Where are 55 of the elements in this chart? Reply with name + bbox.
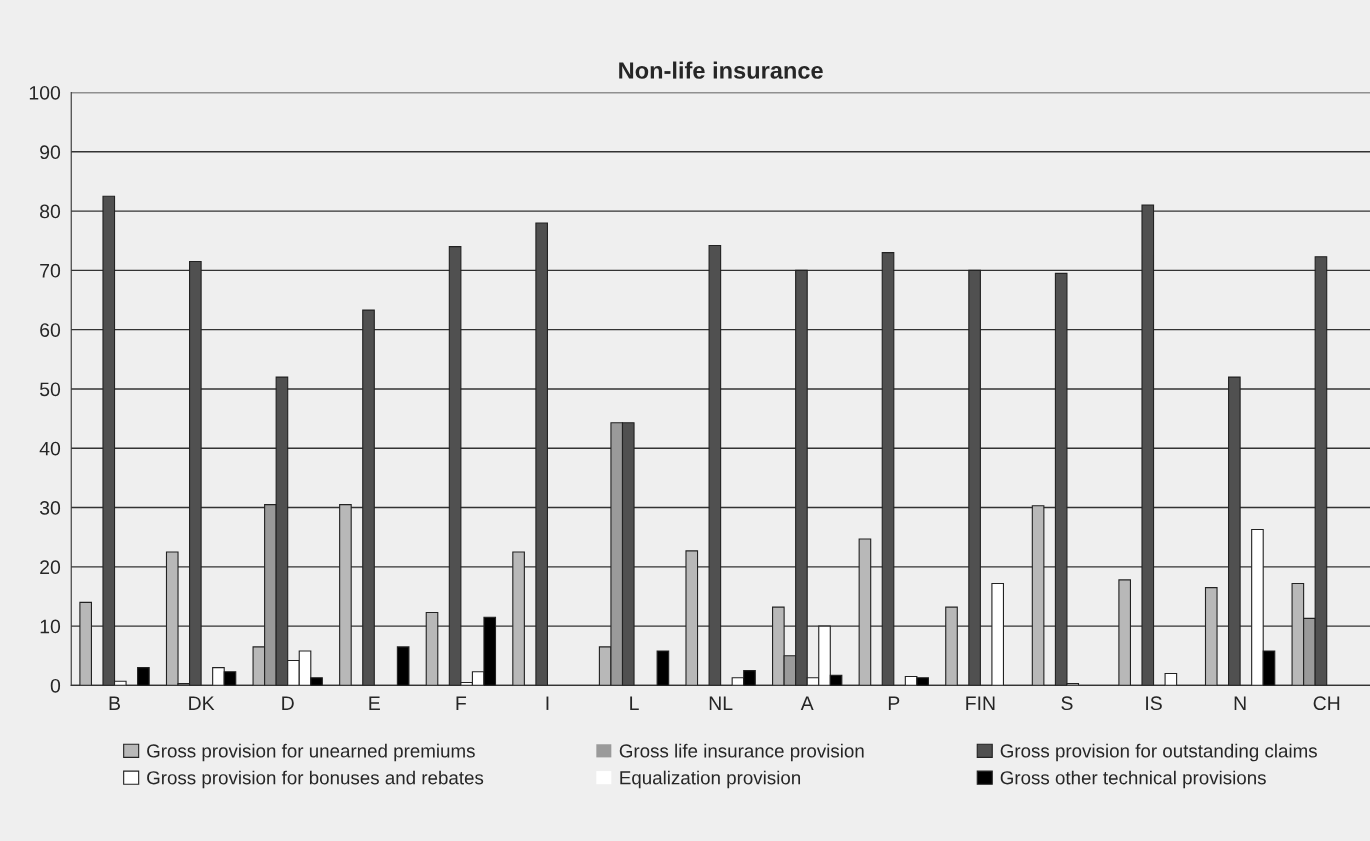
bar: [991, 582, 1005, 686]
x-tick-label: CH: [1313, 696, 1340, 711]
bar: [512, 551, 525, 686]
x-tick-label: IS: [1146, 696, 1162, 711]
y-tick-label: 80: [40, 204, 61, 219]
x-tick-label: N: [1234, 696, 1246, 710]
y-tick-label: 70: [40, 263, 61, 278]
bar: [425, 611, 439, 686]
bar: [362, 309, 375, 686]
x-tick-label: S: [1061, 696, 1073, 711]
bar: [535, 222, 549, 686]
bar: [1031, 505, 1045, 686]
bar: [945, 606, 958, 686]
y-tick-label: 100: [29, 85, 61, 100]
bar: [137, 667, 150, 686]
bar: [708, 244, 722, 686]
legend-label: Gross provision for outstanding claims: [1000, 743, 1317, 762]
y-tick-label: 60: [40, 323, 61, 337]
bar: [685, 550, 699, 686]
bar: [1204, 587, 1218, 686]
legend-label: Equalization provision: [620, 770, 801, 789]
legend-label: Gross other technical provisions: [1000, 770, 1266, 789]
x-tick-label: FIN: [966, 696, 995, 710]
y-tick-label: 90: [40, 145, 61, 160]
x-tick-label: D: [282, 696, 294, 710]
bar: [1118, 579, 1132, 686]
chart-title: Non-life insurance: [619, 61, 823, 79]
x-tick-label: E: [369, 696, 380, 710]
bar: [1228, 376, 1241, 686]
bar: [1141, 204, 1155, 686]
x-tick-label: DK: [189, 696, 215, 710]
legend-label: Gross provision for bonuses and rebates: [147, 770, 484, 789]
x-tick-label: NL: [709, 696, 733, 710]
bar: [656, 650, 670, 686]
legend-label: Gross provision for unearned premiums: [147, 743, 475, 762]
x-tick-label: F: [456, 696, 467, 710]
y-tick-label: 40: [39, 441, 61, 456]
x-tick-label: L: [630, 696, 639, 710]
bar: [881, 252, 895, 686]
bar: [79, 601, 92, 686]
bar: [968, 269, 981, 686]
legend-label: Gross life insurance provision: [619, 743, 864, 762]
x-tick-label: I: [546, 696, 549, 710]
x-tick-label: B: [109, 696, 120, 710]
y-tick-label: 30: [39, 501, 61, 515]
y-tick-label: 0: [50, 678, 61, 693]
y-tick-label: 50: [39, 382, 61, 397]
bar: [339, 504, 352, 686]
y-tick-label: 20: [40, 560, 61, 575]
bar: [396, 646, 410, 686]
bar: [858, 538, 872, 686]
x-tick-label: P: [888, 696, 900, 710]
y-tick-label: 10: [40, 619, 61, 634]
bar: [1164, 673, 1178, 686]
x-tick-label: A: [800, 696, 814, 710]
